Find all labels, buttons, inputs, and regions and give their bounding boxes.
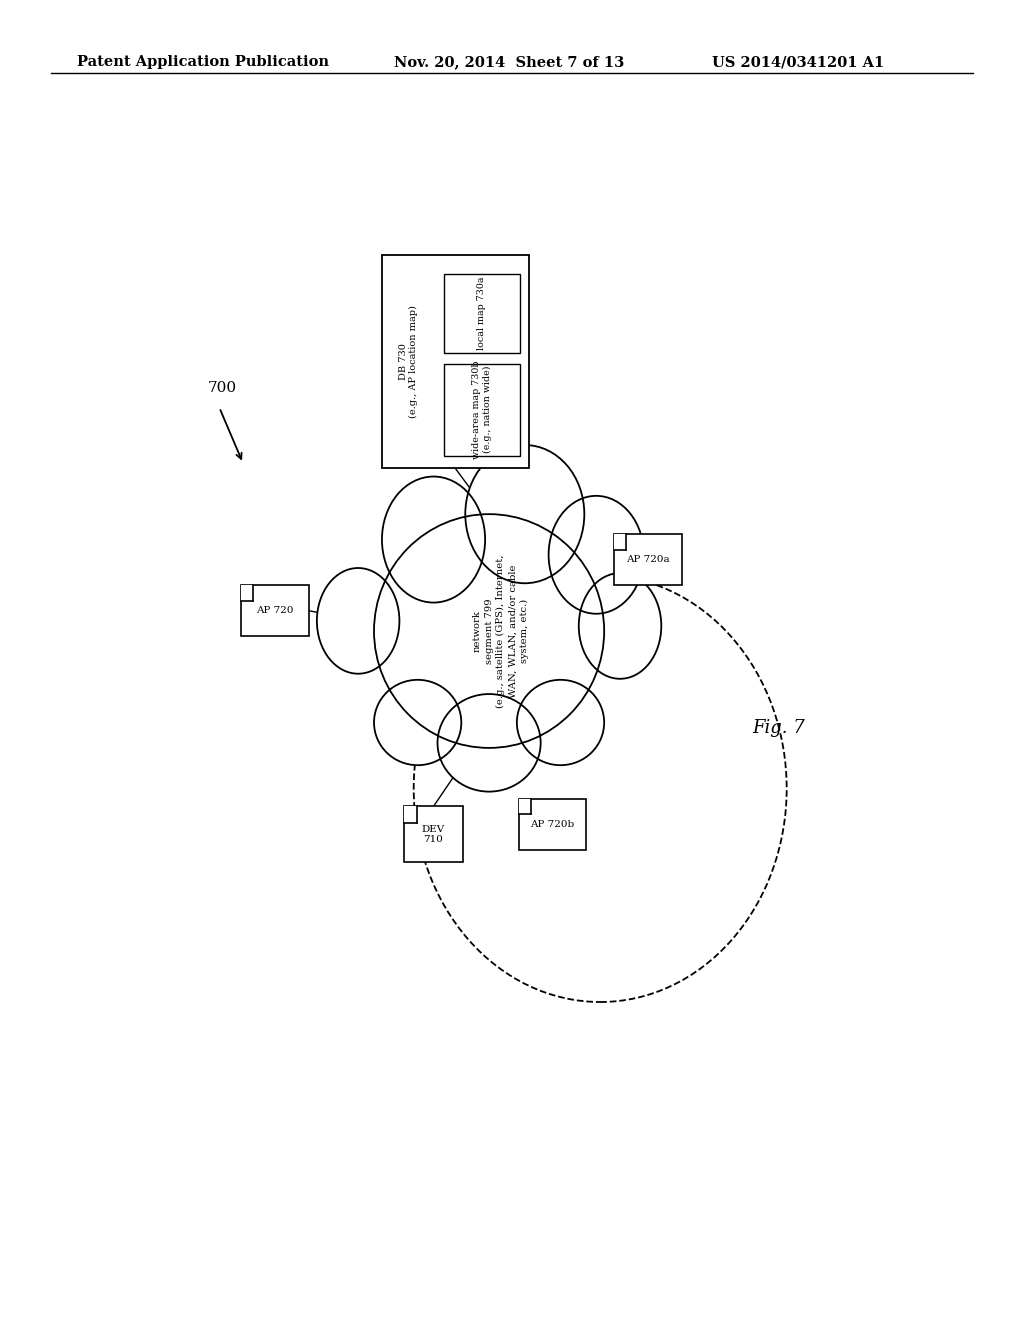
Text: AP 720b: AP 720b — [530, 820, 574, 829]
FancyBboxPatch shape — [519, 799, 587, 850]
FancyBboxPatch shape — [403, 807, 463, 862]
Ellipse shape — [374, 515, 604, 748]
Ellipse shape — [579, 573, 662, 678]
FancyBboxPatch shape — [519, 799, 530, 814]
FancyBboxPatch shape — [443, 275, 520, 354]
FancyBboxPatch shape — [403, 807, 417, 824]
Text: US 2014/0341201 A1: US 2014/0341201 A1 — [712, 55, 884, 70]
Text: AP 720a: AP 720a — [626, 556, 670, 565]
Text: DB 730
(e.g., AP location map): DB 730 (e.g., AP location map) — [398, 305, 418, 418]
Text: wide-area map 730b
(e.g., nation wide): wide-area map 730b (e.g., nation wide) — [472, 360, 492, 459]
FancyBboxPatch shape — [443, 364, 520, 455]
Ellipse shape — [316, 568, 399, 673]
Ellipse shape — [437, 694, 541, 792]
Ellipse shape — [382, 477, 485, 602]
Ellipse shape — [374, 680, 461, 766]
FancyBboxPatch shape — [614, 535, 626, 549]
Text: Fig. 7: Fig. 7 — [753, 718, 805, 737]
Text: DEV
710: DEV 710 — [422, 825, 445, 843]
Text: AP 720: AP 720 — [256, 606, 294, 615]
Text: Nov. 20, 2014  Sheet 7 of 13: Nov. 20, 2014 Sheet 7 of 13 — [394, 55, 625, 70]
Text: local map 730a: local map 730a — [477, 277, 486, 350]
Ellipse shape — [517, 680, 604, 766]
Ellipse shape — [549, 496, 644, 614]
FancyBboxPatch shape — [241, 585, 308, 636]
Text: 700: 700 — [207, 381, 237, 395]
FancyBboxPatch shape — [382, 255, 528, 469]
Text: network
segment 799
(e.g., satellite (GPS), Internet,
WAN, WLAN, and/or cable
sy: network segment 799 (e.g., satellite (GP… — [473, 554, 529, 708]
FancyBboxPatch shape — [241, 585, 253, 601]
Text: Patent Application Publication: Patent Application Publication — [77, 55, 329, 70]
Ellipse shape — [465, 445, 585, 583]
FancyBboxPatch shape — [614, 535, 682, 585]
